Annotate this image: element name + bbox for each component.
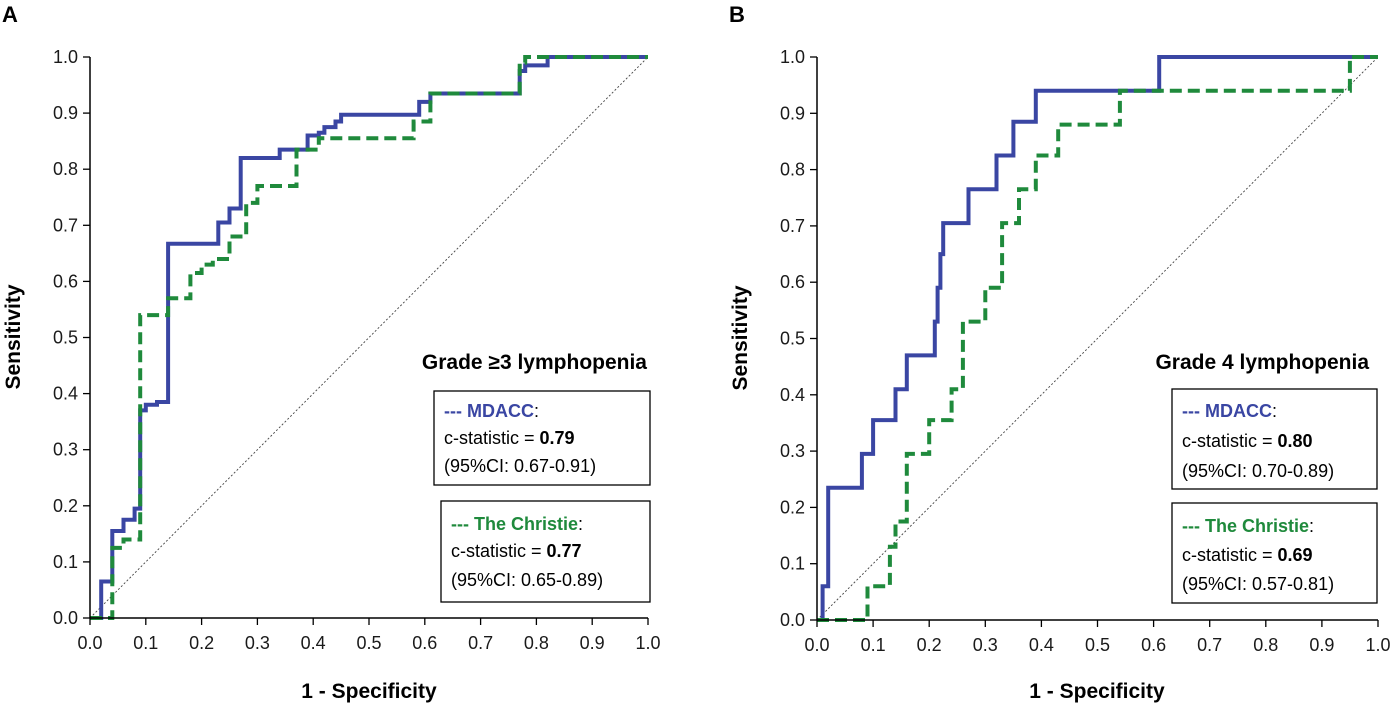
y-tick-label: 0.0: [53, 608, 78, 628]
y-tick-label: 0.2: [53, 496, 78, 516]
series-line-mdacc: [90, 55, 648, 620]
x-tick-label: 0.9: [1309, 635, 1334, 655]
legend-stat-label: c-statistic =: [1182, 545, 1278, 565]
legend-series-name: The Christie: [474, 514, 578, 534]
x-tick-label: 0.5: [1085, 635, 1110, 655]
legend-christie: --- The Christie: c-statistic = 0.77 (95…: [440, 500, 651, 603]
y-tick-label: 0.9: [780, 103, 805, 123]
legend-ci: (95%CI: 0.65-0.89): [451, 570, 603, 590]
x-tick-label: 0.3: [973, 635, 998, 655]
x-tick-label: 0.1: [861, 635, 886, 655]
legend-stat-label: c-statistic =: [444, 428, 540, 448]
y-tick-label: 0.4: [53, 384, 78, 404]
x-tick-label: 0.6: [412, 633, 437, 653]
y-tick-label: 1.0: [53, 47, 78, 67]
y-tick-label: 0.5: [780, 329, 805, 349]
panel-a: A 0.0 0.1 0.2 0.3 0.4 0.5 0.6 0.7 0.8 0.9 1.0 0.0 0.…: [2, 2, 661, 703]
x-tick-label: 0.4: [301, 633, 326, 653]
x-tick-label: 1.0: [1365, 635, 1390, 655]
x-tick-label: 0.2: [917, 635, 942, 655]
chart-title: Grade 4 lymphopenia: [1155, 351, 1369, 374]
svg-text:c-statistic = 0.79: c-statistic = 0.79: [444, 428, 575, 448]
legend-box: [440, 500, 651, 603]
x-tick-label: 0.9: [580, 633, 605, 653]
series-line-the-christie: [90, 55, 648, 620]
x-tick-label: 0.5: [356, 633, 381, 653]
y-tick-label: 0.5: [53, 328, 78, 348]
panel-b: B 0.0 0.1 0.2 0.3 0.4 0.5 0.6 0.7 0.8 0.9 1.0 0.0 0.…: [729, 2, 1391, 703]
legend-box: [1171, 388, 1378, 490]
x-tick-label: 0.8: [524, 633, 549, 653]
legend-series-name: MDACC: [467, 401, 534, 421]
x-tick-label: 0.1: [133, 633, 158, 653]
y-tick-label: 0.0: [780, 610, 805, 630]
x-tick-label: 0.7: [1197, 635, 1222, 655]
series-line-the-christie: [817, 55, 1378, 622]
y-tick-label: 0.7: [53, 215, 78, 235]
y-tick-label: 0.6: [53, 271, 78, 291]
x-tick-label: 0.2: [189, 633, 214, 653]
legend-christie: --- The Christie: c-statistic = 0.69 (95…: [1171, 502, 1378, 604]
legend-box: [1171, 502, 1378, 604]
y-tick-label: 0.2: [780, 497, 805, 517]
y-tick-label: 0.6: [780, 272, 805, 292]
legend-box: [433, 390, 651, 486]
svg-text:--- MDACC:: --- MDACC:: [1182, 401, 1277, 421]
y-tick-label: 0.9: [53, 103, 78, 123]
legend-mdacc: --- MDACC: c-statistic = 0.79 (95%CI: 0.…: [433, 390, 651, 486]
x-tick-label: 0.0: [77, 633, 102, 653]
panel-letter: A: [2, 2, 18, 27]
legend-stat-value: 0.77: [547, 541, 582, 561]
y-tick-label: 0.4: [780, 385, 805, 405]
legend-ci: (95%CI: 0.70-0.89): [1182, 461, 1334, 481]
svg-text:--- MDACC:: --- MDACC:: [444, 401, 539, 421]
legend-mdacc: --- MDACC: c-statistic = 0.80 (95%CI: 0.…: [1171, 388, 1378, 490]
legend-ci: (95%CI: 0.67-0.91): [444, 456, 596, 476]
legend-ci: (95%CI: 0.57-0.81): [1182, 574, 1334, 594]
y-tick-label: 1.0: [780, 47, 805, 67]
x-tick-label: 0.6: [1141, 635, 1166, 655]
x-axis-label: 1 - Specificity: [301, 680, 437, 703]
svg-text:--- The Christie:: --- The Christie:: [1182, 516, 1314, 536]
legend-stat-value: 0.80: [1278, 431, 1313, 451]
y-tick-label: 0.8: [53, 159, 78, 179]
x-tick-label: 0.3: [245, 633, 270, 653]
x-tick-label: 0.0: [804, 635, 829, 655]
y-tick-label: 0.1: [780, 554, 805, 574]
x-tick-label: 0.8: [1253, 635, 1278, 655]
svg-text:c-statistic = 0.80: c-statistic = 0.80: [1182, 431, 1313, 451]
y-tick-label: 0.3: [780, 441, 805, 461]
y-tick-label: 0.7: [780, 216, 805, 236]
panel-letter: B: [729, 2, 745, 27]
legend-stat-value: 0.79: [540, 428, 575, 448]
legend-series-name: ---: [444, 401, 467, 421]
legend-stat-value: 0.69: [1278, 545, 1313, 565]
chart-title: Grade ≥3 lymphopenia: [422, 351, 647, 374]
legend-stat-label: c-statistic =: [1182, 431, 1278, 451]
x-tick-label: 1.0: [635, 633, 660, 653]
svg-text:c-statistic = 0.77: c-statistic = 0.77: [451, 541, 582, 561]
y-tick-label: 0.8: [780, 160, 805, 180]
y-tick-label: 0.3: [53, 440, 78, 460]
series-line-mdacc: [817, 55, 1378, 622]
svg-text:--- The Christie:: --- The Christie:: [451, 514, 583, 534]
diagonal-reference-line: [816, 56, 1379, 621]
y-axis-label: Sensitivity: [729, 285, 752, 390]
svg-text:c-statistic = 0.69: c-statistic = 0.69: [1182, 545, 1313, 565]
y-tick-label: 0.1: [53, 552, 78, 572]
legend-series-name: MDACC: [1205, 401, 1272, 421]
legend-stat-label: c-statistic =: [451, 541, 547, 561]
y-axis-label: Sensitivity: [2, 284, 25, 389]
x-axis-label: 1 - Specificity: [1029, 680, 1165, 703]
x-tick-label: 0.7: [468, 633, 493, 653]
x-tick-label: 0.4: [1029, 635, 1054, 655]
legend-series-name: The Christie: [1205, 516, 1309, 536]
